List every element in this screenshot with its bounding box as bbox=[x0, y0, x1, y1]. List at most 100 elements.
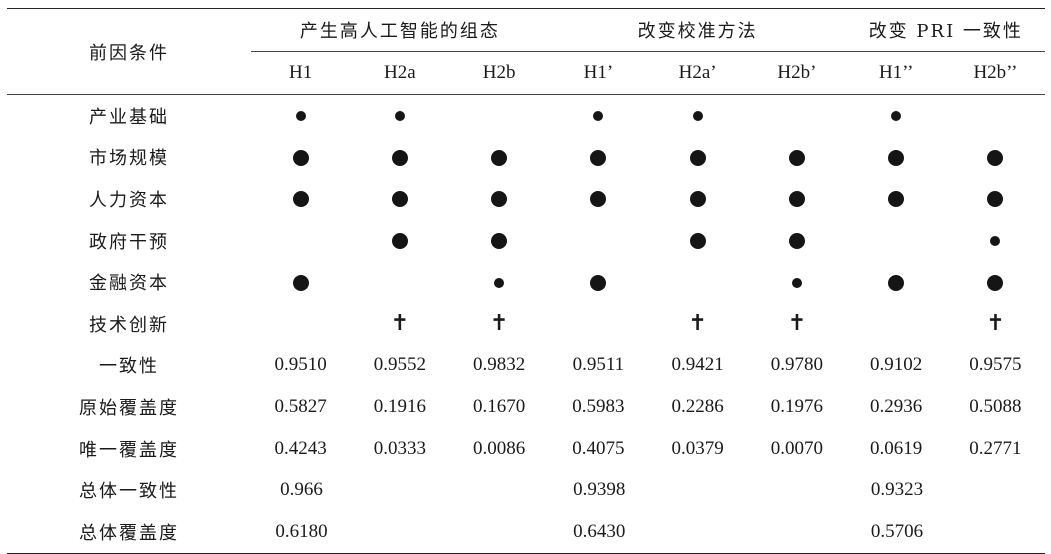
overall-row: 总体覆盖度 0.6180 0.6430 0.5706 bbox=[7, 510, 1046, 554]
overall-value-text: 0.9323 bbox=[870, 479, 924, 501]
row-label: 市场规模 bbox=[89, 148, 169, 170]
condition-row: 市场规模 bbox=[7, 137, 1045, 179]
config-header-h1: H1 bbox=[251, 51, 351, 95]
core-condition-dot bbox=[491, 191, 508, 208]
condition-cell bbox=[747, 137, 846, 179]
condition-cell bbox=[450, 220, 549, 262]
overall-value-text: 0.966 bbox=[280, 479, 323, 501]
core-condition-dot bbox=[590, 274, 607, 291]
condition-cell bbox=[251, 178, 350, 220]
peripheral-condition-dot bbox=[494, 277, 505, 288]
metric-value: 0.9552 bbox=[373, 354, 426, 376]
condition-cell: ✝ bbox=[350, 303, 449, 345]
condition-cell bbox=[747, 95, 846, 137]
condition-cell bbox=[549, 137, 648, 179]
core-condition-dot bbox=[391, 233, 408, 250]
metric-value: 0.1976 bbox=[770, 395, 824, 417]
core-condition-dot bbox=[788, 191, 805, 208]
condition-cell bbox=[946, 95, 1045, 137]
condition-cell bbox=[549, 178, 648, 220]
metric-value: 0.0333 bbox=[373, 437, 426, 459]
overall-value-text: 0.6430 bbox=[573, 520, 626, 542]
core-condition-dot bbox=[292, 191, 309, 208]
condition-cell bbox=[251, 137, 350, 179]
core-condition-dot bbox=[689, 191, 706, 208]
row-label: 技术创新 bbox=[89, 314, 169, 336]
core-condition-dot bbox=[888, 274, 905, 291]
condition-row: 政府干预 bbox=[7, 220, 1045, 262]
absent-condition-dagger-icon: ✝ bbox=[787, 310, 807, 336]
condition-cell bbox=[946, 137, 1045, 179]
condition-cell bbox=[946, 220, 1045, 262]
peripheral-condition-dot bbox=[990, 236, 1001, 247]
overall-value: 0.9398 bbox=[549, 469, 847, 511]
condition-cell bbox=[350, 137, 449, 179]
condition-cell bbox=[350, 178, 449, 220]
metric-value: 0.0379 bbox=[671, 437, 724, 459]
condition-row: 金融资本 bbox=[7, 261, 1045, 303]
core-condition-dot bbox=[888, 191, 905, 208]
core-condition-dot bbox=[491, 149, 508, 166]
condition-cell: ✝ bbox=[450, 303, 549, 345]
metric-value: 0.9511 bbox=[572, 354, 625, 376]
config-header-h1-double-prime: H1’’ bbox=[846, 51, 946, 95]
condition-cell bbox=[549, 220, 648, 262]
condition-cell bbox=[251, 95, 350, 137]
metric-value: 0.4075 bbox=[572, 437, 625, 459]
core-condition-dot bbox=[888, 149, 905, 166]
condition-cell bbox=[747, 261, 846, 303]
absent-condition-dagger-icon: ✝ bbox=[489, 310, 509, 336]
overall-value: 0.9323 bbox=[847, 469, 1046, 511]
condition-cell bbox=[946, 261, 1045, 303]
condition-cell bbox=[946, 178, 1045, 220]
condition-cell bbox=[747, 178, 846, 220]
overall-value-text: 0.6180 bbox=[275, 520, 328, 542]
condition-cell bbox=[251, 220, 350, 262]
condition-cell bbox=[450, 261, 549, 303]
overall-value: 0.5706 bbox=[846, 510, 1046, 554]
row-label: 总体覆盖度 bbox=[7, 510, 251, 554]
row-label: 唯一覆盖度 bbox=[79, 439, 179, 461]
overall-value: 0.966 bbox=[251, 469, 549, 511]
condition-cell bbox=[648, 137, 747, 179]
configuration-table: 前因条件 产生高人工智能的组态 改变校准方法 改变 PRI 一致性 H1 H2a… bbox=[7, 8, 1046, 554]
row-label: 人力资本 bbox=[89, 189, 169, 211]
condition-cell bbox=[648, 178, 747, 220]
core-condition-dot bbox=[987, 191, 1004, 208]
condition-cell bbox=[847, 220, 946, 262]
condition-cell bbox=[251, 303, 350, 345]
row-label: 总体一致性 bbox=[79, 481, 179, 503]
config-header-h2b-prime: H2b’ bbox=[747, 51, 847, 95]
metric-value: 0.5827 bbox=[274, 395, 327, 417]
metric-value: 0.2286 bbox=[671, 395, 724, 417]
overall-row: 总体一致性 0.966 0.9398 0.9323 bbox=[7, 469, 1045, 511]
peripheral-condition-dot bbox=[891, 111, 902, 122]
overall-value-text: 0.5706 bbox=[870, 520, 924, 542]
metric-value: 0.1670 bbox=[473, 395, 526, 417]
metric-value: 0.5983 bbox=[572, 395, 625, 417]
condition-cell bbox=[450, 178, 549, 220]
metric-value: 0.2936 bbox=[870, 395, 923, 417]
condition-row: 人力资本 bbox=[7, 178, 1045, 220]
core-condition-dot bbox=[590, 191, 607, 208]
core-condition-dot bbox=[292, 274, 309, 291]
metric-value: 0.1916 bbox=[373, 395, 426, 417]
peripheral-condition-dot bbox=[692, 111, 703, 122]
condition-cell bbox=[847, 137, 946, 179]
condition-cell bbox=[648, 261, 747, 303]
core-condition-dot bbox=[987, 274, 1004, 291]
core-condition-dot bbox=[987, 149, 1004, 166]
condition-cell: ✝ bbox=[747, 303, 846, 345]
condition-cell bbox=[350, 220, 449, 262]
condition-cell bbox=[549, 261, 648, 303]
overall-value: 0.6430 bbox=[548, 510, 847, 554]
condition-cell bbox=[648, 95, 747, 137]
condition-cell bbox=[251, 261, 350, 303]
condition-row: 产业基础 bbox=[7, 95, 1045, 137]
metric-value: 0.9102 bbox=[870, 354, 923, 376]
row-label: 一致性 bbox=[99, 356, 159, 378]
absent-condition-dagger-icon: ✝ bbox=[986, 310, 1005, 336]
metric-row: 原始覆盖度 0.5827 0.1916 0.1670 0.5983 0.2286 0.197… bbox=[7, 386, 1045, 428]
condition-cell bbox=[549, 303, 648, 345]
metric-value: 0.0086 bbox=[473, 437, 526, 459]
